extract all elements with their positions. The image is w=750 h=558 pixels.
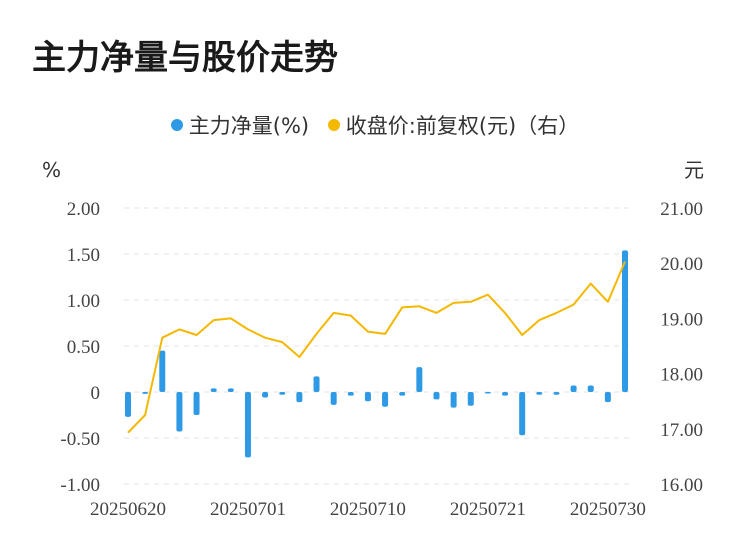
y-right-tick-label: 21.00	[660, 199, 703, 220]
bar[interactable]	[604, 392, 611, 403]
y-left-tick-label: 1.00	[67, 291, 100, 312]
x-tick-label: 20250620	[90, 499, 166, 520]
bar[interactable]	[502, 392, 509, 396]
x-tick-label: 20250710	[330, 499, 406, 520]
bar[interactable]	[433, 392, 440, 400]
y-left-tick-label: -0.50	[60, 429, 100, 450]
legend-item-bar[interactable]: 主力净量(%)	[170, 110, 310, 140]
bar[interactable]	[176, 392, 183, 432]
legend-line-dot-icon	[327, 119, 340, 131]
bar[interactable]	[210, 388, 217, 392]
legend-bar-dot-icon	[170, 119, 183, 131]
bar[interactable]	[142, 392, 149, 394]
legend: 主力净量(%) 收盘价:前复权(元)（右）	[0, 110, 750, 140]
bar[interactable]	[262, 392, 269, 398]
y-left-unit: %	[42, 158, 61, 182]
x-tick-label: 20250721	[450, 499, 526, 520]
bar[interactable]	[330, 392, 337, 405]
bar[interactable]	[467, 392, 474, 406]
x-axis: 20250620 20250701 20250710 20250721 20250730	[90, 499, 646, 520]
bar[interactable]	[227, 388, 234, 392]
y-right-tick-label: 18.00	[660, 365, 703, 386]
x-tick-label: 20250701	[210, 499, 286, 520]
y-right-axis: 21.00 20.00 19.00 18.00 17.00 16.00	[660, 199, 703, 496]
x-tick-label: 20250730	[570, 499, 646, 520]
bar[interactable]	[553, 392, 560, 395]
y-right-tick-label: 16.00	[660, 475, 703, 496]
y-left-axis: 2.00 1.50 1.00 0.50 0 -0.50 -1.00	[60, 199, 100, 496]
bar[interactable]	[450, 392, 457, 408]
y-right-tick-label: 17.00	[660, 420, 703, 441]
bar[interactable]	[313, 376, 320, 392]
bar[interactable]	[159, 350, 166, 392]
y-left-tick-label: 1.50	[67, 245, 100, 266]
bar[interactable]	[570, 385, 577, 392]
y-left-tick-label: 2.00	[67, 199, 100, 220]
bar-series	[125, 250, 628, 458]
bar[interactable]	[519, 392, 526, 436]
bar[interactable]	[536, 392, 543, 395]
bar[interactable]	[416, 367, 423, 392]
bar[interactable]	[484, 392, 491, 394]
bar[interactable]	[399, 392, 406, 396]
bar[interactable]	[193, 392, 200, 415]
y-left-tick-label: 0.50	[67, 337, 100, 358]
price-line[interactable]	[127, 261, 626, 434]
y-right-unit: 元	[684, 158, 704, 182]
legend-bar-label: 主力净量(%)	[188, 114, 310, 138]
line-series	[127, 261, 626, 434]
legend-line-label: 收盘价:前复权(元)（右）	[345, 114, 580, 138]
bar[interactable]	[347, 392, 354, 396]
bar[interactable]	[587, 385, 594, 392]
y-right-tick-label: 19.00	[660, 309, 703, 330]
gridlines	[124, 207, 632, 485]
bar[interactable]	[382, 392, 389, 407]
legend-item-line[interactable]: 收盘价:前复权(元)（右）	[327, 110, 580, 140]
page-title: 主力净量与股价走势	[32, 38, 338, 78]
y-right-tick-label: 20.00	[660, 254, 703, 275]
y-left-tick-label: 0	[91, 383, 101, 404]
y-left-tick-label: -1.00	[60, 475, 100, 496]
bar[interactable]	[364, 392, 371, 402]
bar[interactable]	[244, 392, 251, 458]
bar[interactable]	[622, 250, 628, 392]
bar[interactable]	[279, 392, 286, 395]
bar[interactable]	[296, 392, 303, 403]
bar[interactable]	[125, 392, 131, 417]
